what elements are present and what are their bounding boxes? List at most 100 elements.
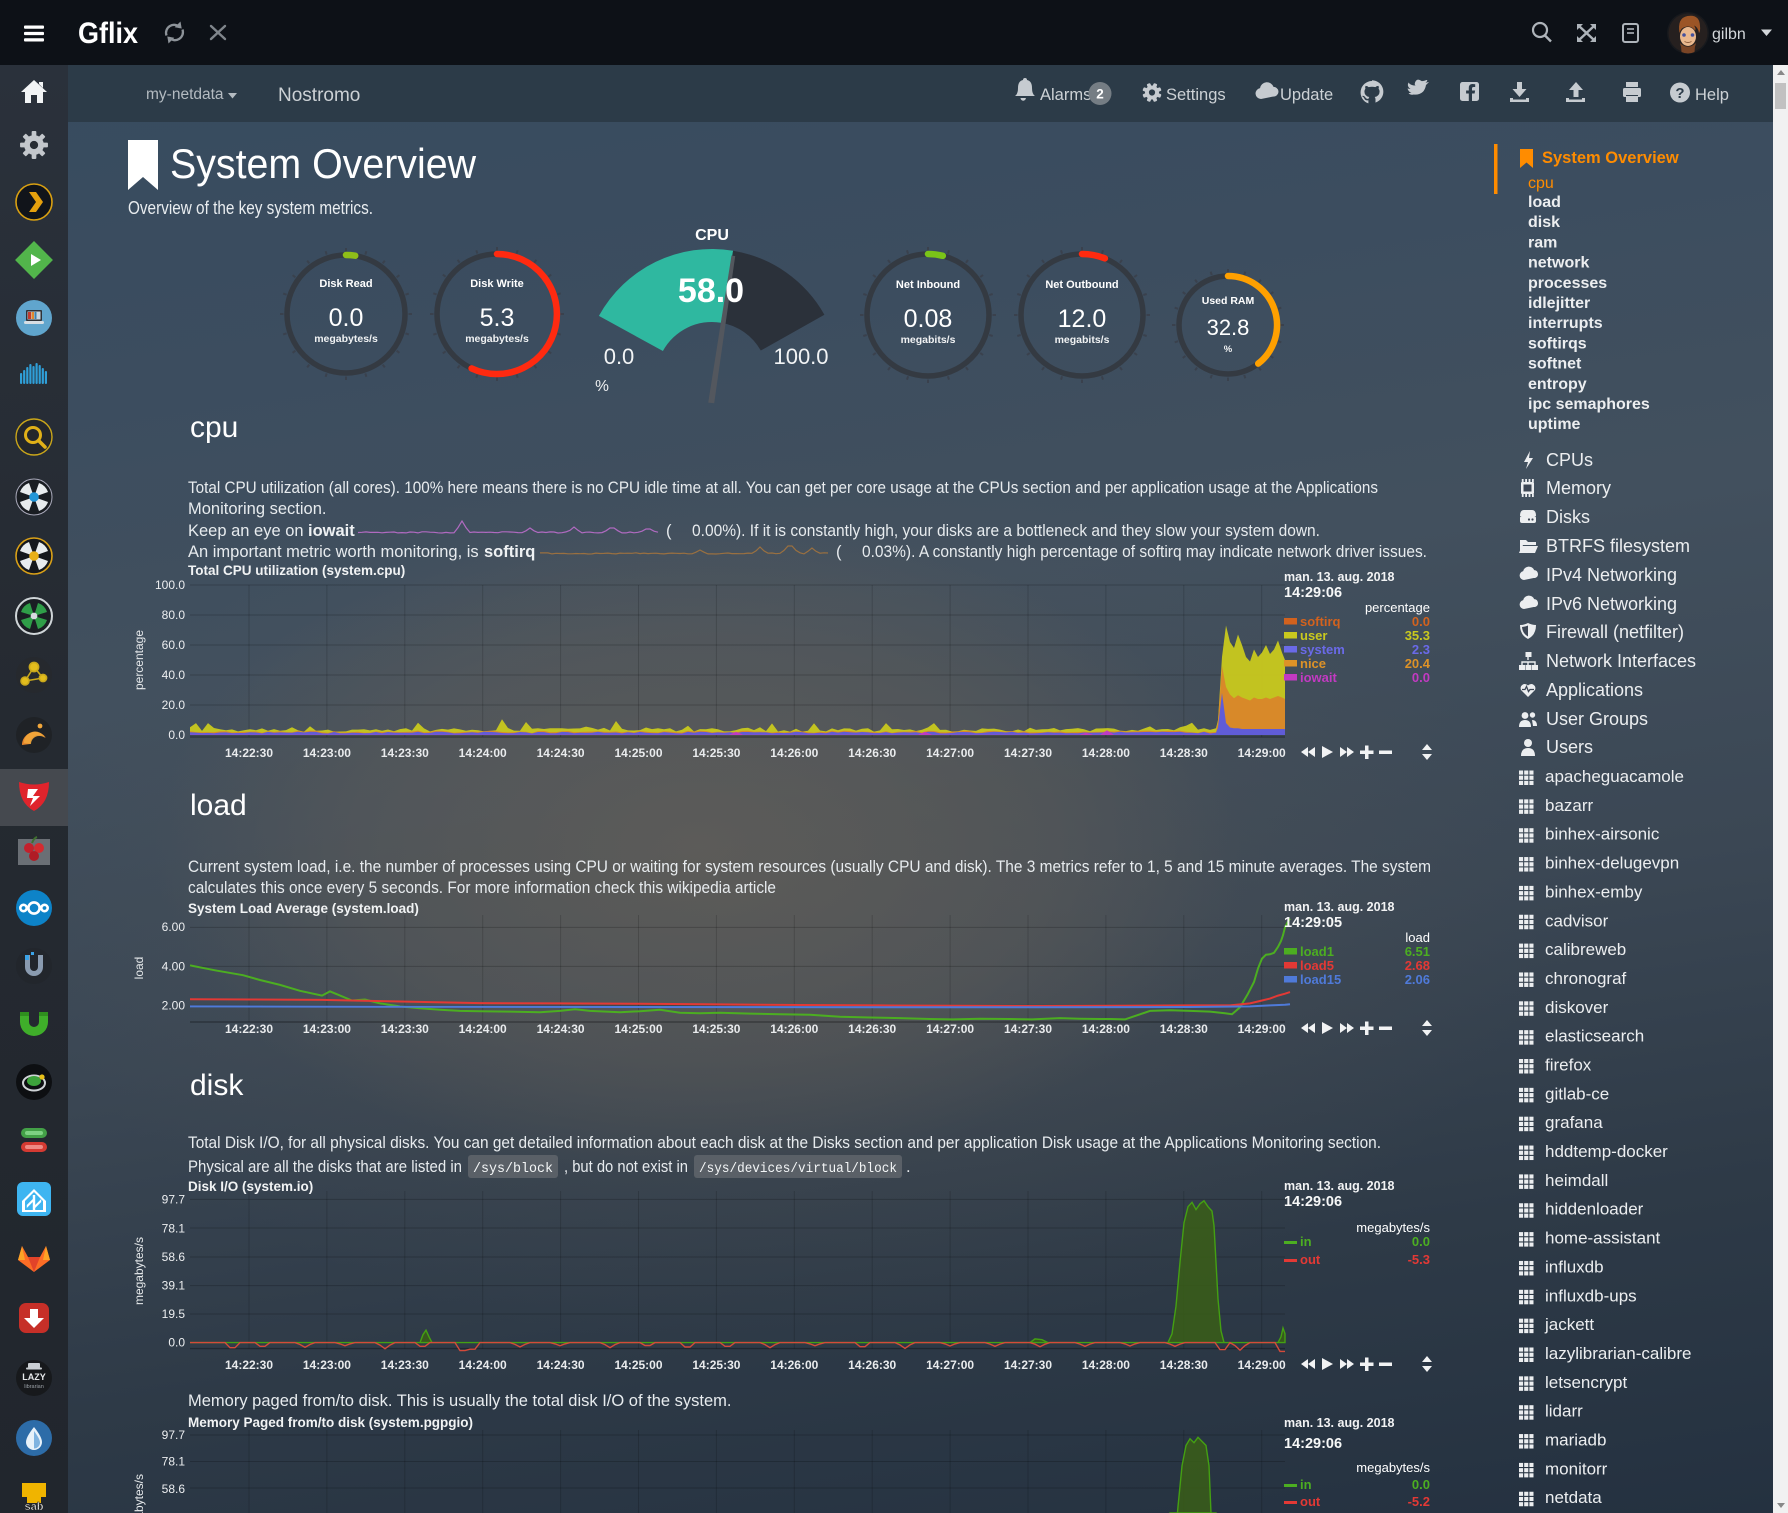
svg-text:14:28:30: 14:28:30 [1160, 1358, 1208, 1372]
svg-text:14:27:30: 14:27:30 [1004, 746, 1052, 760]
svg-text:14:25:00: 14:25:00 [614, 746, 662, 760]
svg-text:load5: load5 [1300, 958, 1334, 973]
svg-text:/sys/block: /sys/block [473, 1162, 553, 1177]
svg-text:58.6: 58.6 [162, 1250, 186, 1264]
svg-text:97.7: 97.7 [162, 1193, 186, 1207]
svg-text:cpu: cpu [190, 411, 238, 444]
svg-text:-5.3: -5.3 [1408, 1252, 1430, 1267]
svg-text:An important metric worth moni: An important metric worth monitoring, is [188, 543, 479, 561]
svg-text:6.51: 6.51 [1405, 944, 1430, 959]
svg-text:gilbn: gilbn [1712, 26, 1746, 43]
svg-text:0.0: 0.0 [1412, 670, 1430, 685]
svg-text:14:28:30: 14:28:30 [1160, 1022, 1208, 1036]
svg-text:disk: disk [190, 1069, 244, 1102]
svg-text:Settings: Settings [1166, 86, 1226, 104]
svg-text:BTRFS filesystem: BTRFS filesystem [1546, 536, 1690, 556]
svg-text:influxdb: influxdb [1545, 1257, 1604, 1276]
svg-text:14:26:00: 14:26:00 [770, 1022, 818, 1036]
svg-text:letsencrypt: letsencrypt [1545, 1373, 1627, 1392]
svg-text:chronograf: chronograf [1545, 969, 1627, 988]
svg-text:binhex-delugevpn: binhex-delugevpn [1545, 854, 1679, 873]
svg-text:user: user [1300, 628, 1327, 643]
svg-text:man. 13. aug. 2018: man. 13. aug. 2018 [1284, 570, 1395, 584]
svg-text:Alarms: Alarms [1040, 86, 1091, 104]
svg-text:-5.2: -5.2 [1408, 1494, 1430, 1509]
svg-text:megabytes/s: megabytes/s [465, 333, 529, 345]
svg-text:processes: processes [1528, 275, 1607, 292]
svg-text:14:23:00: 14:23:00 [303, 1358, 351, 1372]
svg-text:load: load [132, 957, 146, 980]
svg-text:System Overview: System Overview [170, 140, 477, 187]
svg-text:14:22:30: 14:22:30 [225, 1358, 273, 1372]
svg-text:man. 13. aug. 2018: man. 13. aug. 2018 [1284, 900, 1395, 914]
svg-text:14:26:00: 14:26:00 [770, 746, 818, 760]
svg-text:14:25:30: 14:25:30 [692, 1022, 740, 1036]
svg-text:0.08: 0.08 [904, 305, 953, 333]
svg-text:in: in [1300, 1477, 1312, 1492]
svg-text:iowait: iowait [1300, 670, 1338, 685]
svg-text:Memory: Memory [1546, 478, 1611, 498]
svg-text:softnet: softnet [1528, 356, 1582, 373]
svg-text:14:26:30: 14:26:30 [848, 746, 896, 760]
svg-text:IPv6 Networking: IPv6 Networking [1546, 594, 1677, 614]
svg-text:CPUs: CPUs [1546, 450, 1593, 470]
svg-text:bazarr: bazarr [1545, 796, 1594, 815]
svg-text:14:24:30: 14:24:30 [537, 1358, 585, 1372]
svg-text:Disk Write: Disk Write [470, 278, 524, 290]
svg-text:load: load [190, 789, 247, 822]
svg-text:, but do not exist in: , but do not exist in [564, 1158, 688, 1176]
svg-text:14:27:30: 14:27:30 [1004, 1358, 1052, 1372]
svg-text:Net Inbound: Net Inbound [896, 279, 960, 291]
svg-text:Memory paged from/to disk. Thi: Memory paged from/to disk. This is usual… [188, 1392, 732, 1410]
svg-text:14:22:30: 14:22:30 [225, 746, 273, 760]
svg-text:14:27:00: 14:27:00 [926, 746, 974, 760]
svg-text:cadvisor: cadvisor [1545, 911, 1609, 930]
svg-text:40.0: 40.0 [162, 668, 186, 682]
svg-text:78.1: 78.1 [162, 1455, 186, 1469]
svg-text:cpu: cpu [1528, 175, 1554, 192]
svg-text:80.0: 80.0 [162, 608, 186, 622]
svg-text:14:29:00: 14:29:00 [1238, 1358, 1286, 1372]
svg-text:14:26:30: 14:26:30 [848, 1358, 896, 1372]
svg-text:(: ( [666, 522, 672, 540]
svg-text:hddtemp-docker: hddtemp-docker [1545, 1142, 1668, 1161]
svg-text:14:25:00: 14:25:00 [614, 1022, 662, 1036]
svg-text:Total CPU utilization (system.: Total CPU utilization (system.cpu) [188, 563, 405, 578]
svg-text:0.0: 0.0 [1412, 1477, 1430, 1492]
svg-text:load15: load15 [1300, 972, 1341, 987]
svg-text:14:24:00: 14:24:00 [459, 1022, 507, 1036]
svg-text:0.0: 0.0 [168, 728, 185, 742]
svg-text:Overview of the key system met: Overview of the key system metrics. [128, 198, 373, 218]
svg-text:Gflix: Gflix [78, 17, 138, 50]
svg-text:0.0: 0.0 [604, 344, 635, 369]
svg-text:0.0: 0.0 [329, 304, 364, 332]
svg-text:lazylibrarian-calibre: lazylibrarian-calibre [1545, 1344, 1691, 1363]
svg-text:mariadb: mariadb [1545, 1431, 1606, 1450]
svg-text:Memory Paged from/to disk (sys: Memory Paged from/to disk (system.pgpgio… [188, 1415, 473, 1430]
svg-text:elasticsearch: elasticsearch [1545, 1027, 1644, 1046]
svg-text:interrupts: interrupts [1528, 315, 1603, 332]
svg-text:Firewall (netfilter): Firewall (netfilter) [1546, 622, 1684, 642]
svg-text:User Groups: User Groups [1546, 709, 1648, 729]
svg-text:Net Outbound: Net Outbound [1045, 279, 1118, 291]
svg-text:influxdb-ups: influxdb-ups [1545, 1286, 1637, 1305]
svg-text:14:23:30: 14:23:30 [381, 746, 429, 760]
svg-text:14:28:00: 14:28:00 [1082, 746, 1130, 760]
svg-text:14:23:30: 14:23:30 [381, 1358, 429, 1372]
svg-text:megabytes/s: megabytes/s [1356, 1460, 1430, 1475]
svg-text:12.0: 12.0 [1058, 305, 1107, 333]
svg-text:14:23:00: 14:23:00 [303, 746, 351, 760]
svg-text:jackett: jackett [1544, 1315, 1594, 1334]
svg-text:14:23:30: 14:23:30 [381, 1022, 429, 1036]
svg-text:14:29:00: 14:29:00 [1238, 1022, 1286, 1036]
svg-text:out: out [1300, 1252, 1321, 1267]
svg-text:78.1: 78.1 [162, 1222, 186, 1236]
svg-text:14:22:30: 14:22:30 [225, 1022, 273, 1036]
svg-text:load: load [1528, 194, 1561, 211]
svg-text:2.3: 2.3 [1412, 642, 1430, 657]
svg-text:man. 13. aug. 2018: man. 13. aug. 2018 [1284, 1416, 1395, 1430]
svg-text:megabytes/s: megabytes/s [1356, 1220, 1430, 1235]
svg-text:Disk I/O (system.io): Disk I/O (system.io) [188, 1179, 313, 1194]
svg-text:14:25:30: 14:25:30 [692, 746, 740, 760]
svg-text:librarian: librarian [24, 1384, 44, 1390]
